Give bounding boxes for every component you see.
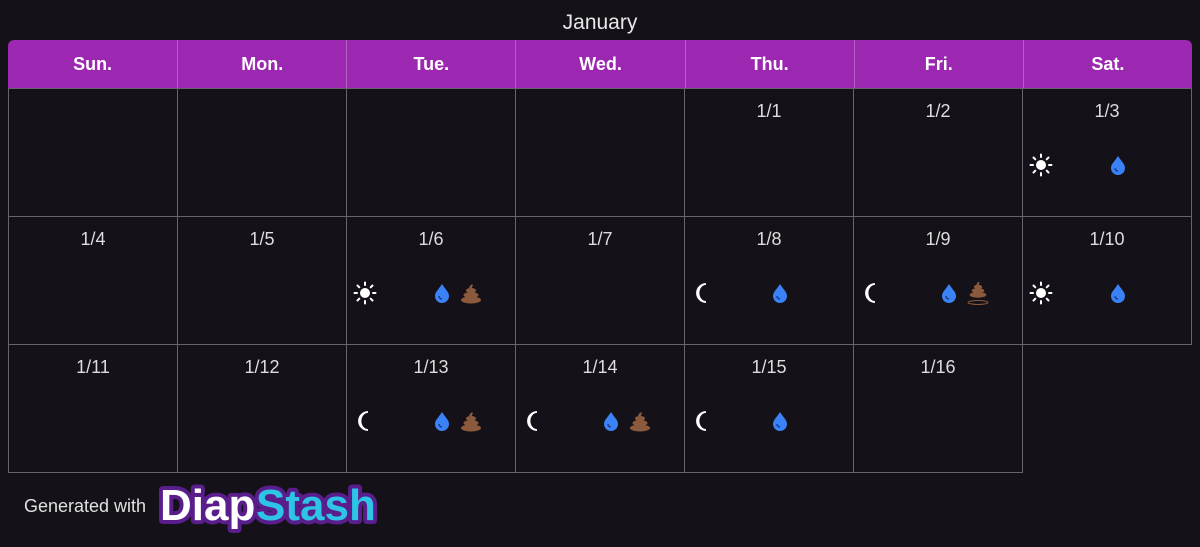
poop-icon bbox=[459, 409, 483, 433]
day-cell: 1/7 bbox=[516, 217, 685, 345]
moon-icon bbox=[522, 409, 546, 433]
day-cell bbox=[9, 89, 178, 217]
sun-icon bbox=[1029, 281, 1053, 305]
logo: Diap Stash bbox=[156, 478, 380, 534]
day-cell: 1/11 bbox=[9, 345, 178, 473]
drop-icon bbox=[1106, 153, 1130, 177]
day-date: 1/4 bbox=[80, 229, 106, 249]
poop-icon bbox=[459, 281, 483, 305]
day-date: 1/5 bbox=[249, 229, 275, 249]
moon-icon bbox=[691, 281, 715, 305]
drop-icon bbox=[768, 409, 792, 433]
moon-icon bbox=[860, 281, 884, 305]
drop-icon bbox=[599, 409, 623, 433]
month-title: January bbox=[562, 11, 638, 34]
day-date: 1/7 bbox=[587, 229, 613, 249]
day-date: 1/16 bbox=[920, 357, 956, 377]
day-date: 1/15 bbox=[751, 357, 787, 377]
footer: Generated with Diap Stash bbox=[24, 478, 386, 534]
day-cell: 1/1 bbox=[685, 89, 854, 217]
day-cell: 1/10 bbox=[1023, 217, 1192, 345]
weekday: Fri. bbox=[853, 40, 1023, 88]
day-date: 1/1 bbox=[756, 101, 782, 121]
weekday: Wed. bbox=[515, 40, 684, 88]
weekday-header: Sun. Mon. Tue. Wed. Thu. Fri. Sat. bbox=[8, 40, 1192, 89]
day-cell bbox=[347, 89, 516, 217]
day-cell bbox=[516, 89, 685, 217]
calendar-body: 1/1 1/2 1/3 1/4 1/5 1/6 1/7 1/8 1/9 1/10 1/11 1/12 1… bbox=[8, 89, 1192, 473]
day-cell: 1/6 bbox=[347, 217, 516, 345]
day-date: 1/3 bbox=[1094, 101, 1120, 121]
weekday: Thu. bbox=[684, 40, 854, 88]
day-cell: 1/14 bbox=[516, 345, 685, 473]
sun-icon bbox=[353, 281, 377, 305]
day-cell: 1/12 bbox=[178, 345, 347, 473]
day-cell: 1/2 bbox=[854, 89, 1023, 217]
day-cell: 1/8 bbox=[685, 217, 854, 345]
day-cell bbox=[178, 89, 347, 217]
poop-icon bbox=[628, 409, 652, 433]
moon-icon bbox=[353, 409, 377, 433]
weekday: Sun. bbox=[73, 53, 113, 74]
day-date: 1/14 bbox=[582, 357, 618, 377]
logo-part: Stash bbox=[256, 481, 376, 530]
drop-icon bbox=[768, 281, 792, 305]
day-date: 1/8 bbox=[756, 229, 782, 249]
weekday: Sat. bbox=[1022, 40, 1192, 88]
day-date: 1/10 bbox=[1089, 229, 1125, 249]
day-cell: 1/3 bbox=[1023, 89, 1192, 217]
day-date: 1/11 bbox=[76, 357, 110, 377]
day-date: 1/2 bbox=[925, 101, 951, 121]
day-cell: 1/13 bbox=[347, 345, 516, 473]
day-cell: 1/16 bbox=[854, 345, 1023, 473]
drop-icon bbox=[430, 281, 454, 305]
day-cell: 1/4 bbox=[9, 217, 178, 345]
day-cell: 1/9 bbox=[854, 217, 1023, 345]
drop-icon bbox=[1106, 281, 1130, 305]
sun-icon bbox=[1029, 153, 1053, 177]
day-cell: 1/5 bbox=[178, 217, 347, 345]
drop-icon bbox=[430, 409, 454, 433]
moon-icon bbox=[691, 409, 715, 433]
day-cell: 1/15 bbox=[685, 345, 854, 473]
calendar: Sun. Mon. Tue. Wed. Thu. Fri. Sat. 1/1 1/2 1/3 1/… bbox=[8, 40, 1192, 473]
drop-icon bbox=[937, 281, 961, 305]
poop-icon bbox=[966, 281, 990, 305]
day-date: 1/6 bbox=[418, 229, 444, 249]
weekday: Tue. bbox=[346, 40, 515, 88]
logo-part: Diap bbox=[160, 481, 255, 530]
day-date: 1/13 bbox=[413, 357, 449, 377]
weekday: Mon. bbox=[177, 40, 346, 88]
footer-text: Generated with bbox=[24, 495, 147, 516]
day-date: 1/12 bbox=[244, 357, 280, 377]
day-date: 1/9 bbox=[925, 229, 951, 249]
